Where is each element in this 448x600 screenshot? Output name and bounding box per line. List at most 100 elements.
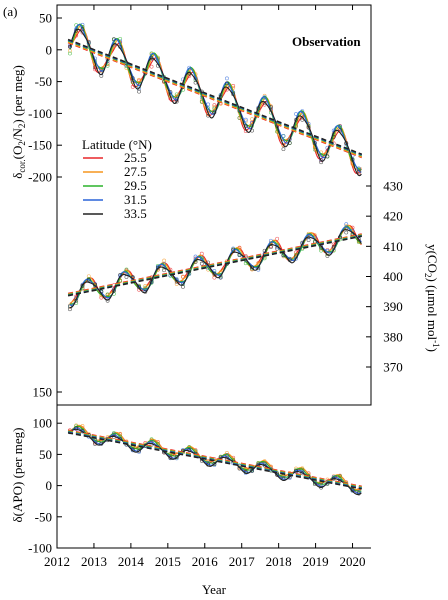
apo-y-tick-label: -50	[35, 509, 52, 524]
co2-data-point	[199, 261, 204, 266]
apo-y-tick-label: 0	[46, 478, 53, 493]
co2-data-point	[162, 268, 167, 273]
co2-data-point	[306, 238, 311, 242]
o2n2-data-point	[80, 27, 85, 32]
o2n2-y-tick-label: -100	[28, 106, 52, 121]
co2-y-tick-label: 400	[383, 269, 403, 284]
o2n2-ylabel: δcor.(O2/N2) (per meg)	[10, 65, 27, 179]
apo-y-tick-label: 150	[33, 385, 53, 400]
o2n2-data-point	[212, 105, 217, 109]
o2n2-data-point	[174, 99, 179, 104]
co2-trend-line-33.5	[67, 235, 362, 297]
co2-series-line-33.5	[69, 229, 362, 309]
apo-data-point	[174, 455, 179, 459]
co2-data-point	[105, 292, 110, 297]
co2-y-tick-label: 430	[383, 179, 403, 194]
co2-data-point	[137, 285, 141, 289]
o2n2-trend-line-33.5	[67, 38, 363, 156]
co2-data-point	[294, 256, 298, 261]
co2-data-point	[181, 285, 185, 289]
co2-y-tick-label: 370	[383, 360, 403, 375]
co2-y-tick-label: 410	[383, 239, 403, 254]
legend-label-33.5: 33.5	[124, 206, 147, 221]
apo-data-point	[168, 455, 173, 460]
o2n2-data-point	[356, 169, 361, 174]
x-tick-label: 2017	[229, 554, 256, 569]
o2n2-data-point	[338, 128, 342, 133]
top-panel-frame	[56, 4, 372, 406]
co2-data-point	[344, 230, 349, 235]
o2n2-data-point	[80, 22, 85, 27]
o2n2-data-point	[319, 158, 324, 162]
apo-series-line-33.5	[69, 428, 362, 496]
apo-trend-line-33.5	[67, 432, 362, 490]
legend-label-29.5: 29.5	[124, 178, 147, 193]
x-tick-label: 2018	[266, 554, 292, 569]
co2-data-point	[275, 236, 280, 241]
co2-y-tick-label: 380	[383, 329, 403, 344]
o2n2-data-point	[174, 92, 179, 97]
co2-data-point	[143, 290, 148, 294]
co2-series-group	[67, 222, 362, 312]
co2-y-tick-label: 390	[383, 299, 403, 314]
o2n2-data-point	[118, 36, 123, 41]
co2-data-point	[86, 277, 91, 282]
o2n2-data-point	[111, 37, 116, 42]
x-tick-label: 2012	[44, 554, 70, 569]
apo-ylabel: δ(APO) (per meg)	[10, 428, 25, 523]
o2n2-data-point	[225, 87, 229, 92]
apo-data-point	[312, 482, 317, 487]
legend-label-31.5: 31.5	[124, 192, 147, 207]
o2n2-y-tick-label: -200	[28, 170, 52, 185]
panel-label: (a)	[3, 4, 17, 19]
x-tick-label: 2013	[81, 554, 107, 569]
apo-y-tick-label: 100	[33, 416, 53, 431]
legend-label-25.5: 25.5	[124, 150, 147, 165]
o2n2-y-tick-label: 50	[39, 11, 52, 26]
o2n2-data-point	[149, 64, 154, 69]
co2-data-point	[344, 222, 349, 227]
o2n2-series-group	[67, 22, 363, 177]
svg-text:y(CO2) (μmol mol-1): y(CO2) (μmol mol-1)	[423, 244, 441, 352]
plot-layer: 2012 2013 2014 2015 2016 2017 2018 2019 2020 50 0 -…	[28, 5, 403, 569]
apo-series-group	[67, 423, 362, 496]
o2n2-data-point	[250, 117, 254, 122]
x-tick-label: 2019	[303, 554, 329, 569]
co2-ylabel: y(CO2) (μmol mol-1)	[423, 244, 441, 352]
o2n2-data-point	[281, 143, 286, 147]
x-tick-label: 2014	[118, 554, 145, 569]
co2-data-point	[105, 298, 110, 303]
co2-data-point	[80, 282, 85, 287]
apo-y-tick-label: 50	[39, 447, 52, 462]
legend-title: Latitude (°N)	[82, 137, 152, 152]
co2-data-point	[250, 265, 254, 270]
apo-data-point	[212, 462, 217, 466]
svg-text:δcor.(O2/N2) (per meg): δcor.(O2/N2) (per meg)	[10, 65, 27, 179]
o2n2-y-tick-label: -150	[28, 138, 52, 153]
o2n2-data-point	[149, 55, 154, 60]
apo-y-tick-label: -100	[28, 541, 52, 556]
svg-text:δ(APO) (per meg): δ(APO) (per meg)	[10, 428, 25, 523]
o2n2-y-tick-label: -50	[35, 74, 52, 89]
apo-data-point	[300, 467, 305, 472]
co2-data-point	[181, 275, 185, 279]
o2n2-data-point	[74, 28, 79, 33]
x-tick-label: 2015	[155, 554, 181, 569]
co2-data-point	[80, 283, 85, 288]
apo-data-point	[137, 449, 141, 453]
co2-data-point	[231, 247, 236, 252]
legend: Latitude (°N) 25.527.529.531.533.5	[82, 137, 152, 221]
co2-data-point	[206, 260, 210, 265]
x-tick-label: 2020	[340, 554, 366, 569]
o2n2-data-point	[281, 147, 286, 152]
apo-data-point	[111, 432, 116, 436]
o2n2-data-point	[225, 76, 229, 81]
co2-data-point	[268, 245, 273, 250]
o2n2-data-point	[137, 89, 141, 94]
co2-data-point	[250, 266, 254, 271]
o2n2-data-point	[294, 117, 298, 122]
observation-annotation: Observation	[292, 34, 361, 49]
apo-data-point	[250, 469, 254, 473]
legend-label-27.5: 27.5	[124, 164, 147, 179]
